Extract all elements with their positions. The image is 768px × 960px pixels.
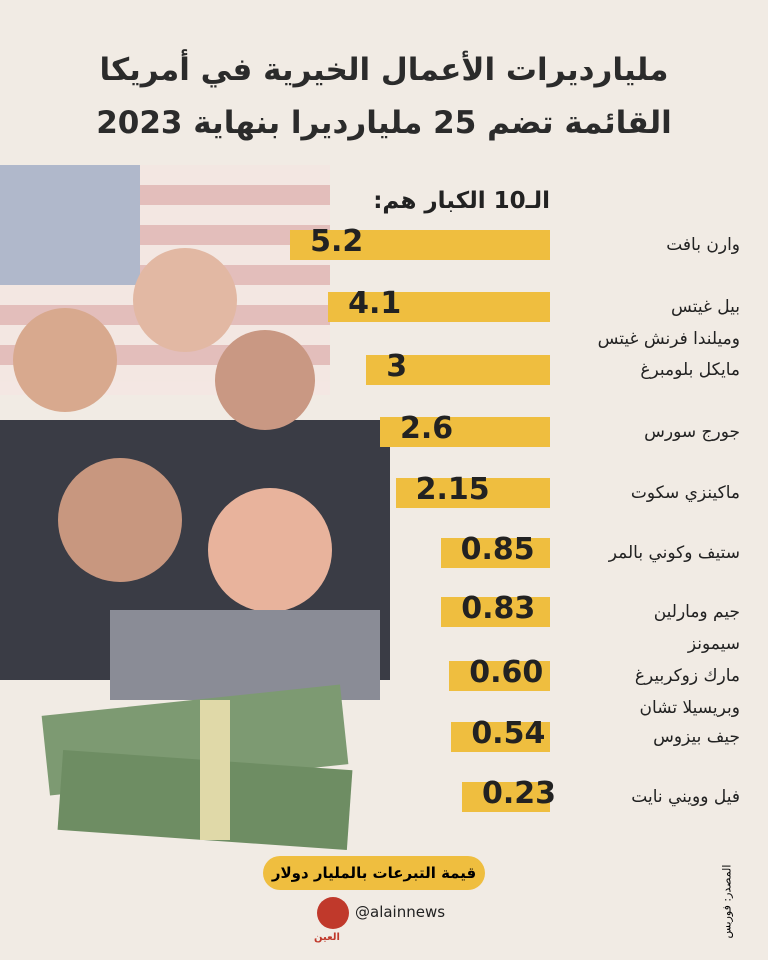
logo-icon: [317, 897, 349, 929]
bar: [328, 292, 550, 322]
category-label: جورج سورس: [644, 422, 740, 442]
unit-note: قيمة التبرعات بالمليار دولار: [271, 864, 477, 882]
bar: [462, 782, 550, 812]
category-label: جيم ومارلين سيمونز: [653, 602, 740, 654]
value-label: 0.83: [461, 591, 536, 626]
value-label: 0.85: [460, 532, 535, 567]
subtitle: الـ10 الكبار هم:: [373, 188, 550, 214]
category-label: مايكل بلومبرغ: [640, 360, 740, 380]
value-label: 5.2: [310, 224, 364, 259]
value-label: 0.60: [469, 655, 544, 690]
handle: @alainnews: [355, 903, 446, 921]
bar: [449, 661, 550, 691]
bar: [451, 722, 550, 752]
money: [41, 684, 353, 851]
value-label: 0.54: [471, 716, 546, 751]
value-label: 2.6: [400, 411, 454, 446]
bar: [395, 478, 550, 508]
value-label: 0.23: [482, 776, 557, 811]
category-label: فيل وويني نايت: [631, 787, 740, 807]
people: [0, 248, 390, 700]
category-label: ستيف وكوني بالمر: [608, 543, 740, 563]
title: القائمة تضم 25 مليارديرا بنهاية 2023: [96, 105, 672, 141]
bar: [380, 417, 550, 447]
bar: [366, 355, 550, 385]
unit-pill: [263, 856, 485, 890]
value-label: 2.15: [415, 472, 490, 507]
bar: [441, 597, 550, 627]
category-label: جيف بيزوس: [653, 727, 740, 747]
logo: العين: [314, 932, 340, 943]
category-label: بيل غيتس وميلندا فرنش غيتس: [597, 297, 740, 349]
title: مليارديرات الأعمال الخيرية في أمريكا: [99, 52, 669, 88]
bar: [440, 538, 550, 568]
source: المصدر: فوربس: [720, 864, 734, 939]
category-label: مارك زوكربيرغ وبريسيلا تشان: [634, 666, 740, 718]
category-label: وارن بافت: [666, 235, 740, 255]
bar: [290, 230, 550, 260]
value-label: 4.1: [348, 286, 402, 321]
value-label: 3: [386, 349, 408, 384]
category-label: ماكينزي سكوت: [630, 483, 740, 503]
